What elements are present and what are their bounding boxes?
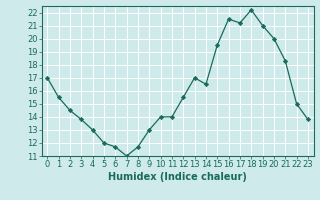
X-axis label: Humidex (Indice chaleur): Humidex (Indice chaleur) — [108, 172, 247, 182]
